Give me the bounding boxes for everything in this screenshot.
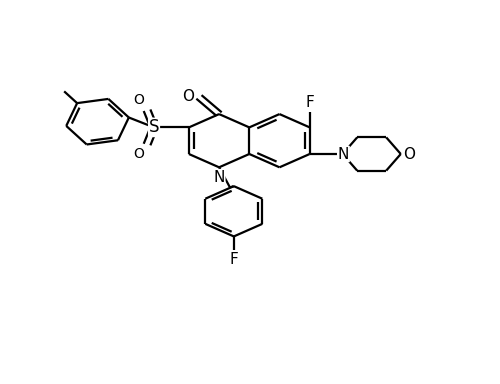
Text: N: N <box>338 147 349 162</box>
Text: S: S <box>149 118 160 136</box>
Text: O: O <box>133 147 144 162</box>
Text: F: F <box>230 252 238 267</box>
Text: F: F <box>306 94 314 110</box>
Text: O: O <box>133 93 144 107</box>
Text: N: N <box>214 170 225 185</box>
Text: O: O <box>182 89 194 104</box>
Text: O: O <box>403 147 415 162</box>
